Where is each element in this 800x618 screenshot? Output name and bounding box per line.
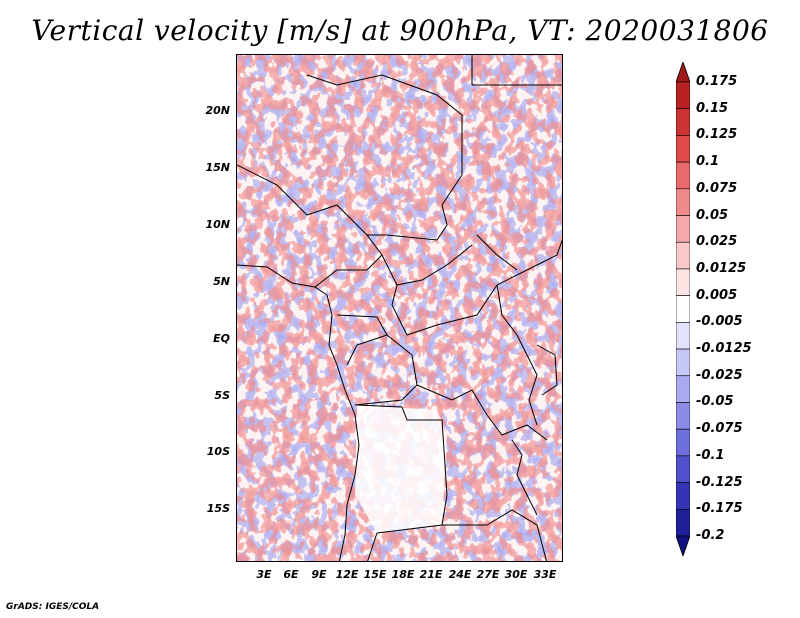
lon-label-3e: 3E: [256, 568, 272, 581]
colorbar-segment: [676, 215, 690, 243]
colorbar-segment: [676, 375, 690, 403]
colorbar-segment: [676, 508, 690, 537]
colorbar-label: 0.05: [696, 207, 729, 223]
colorbar-label: 0.125: [696, 127, 738, 143]
colorbar: [676, 62, 690, 556]
map-field-svg: [237, 55, 562, 561]
lon-label-18e: 18E: [391, 568, 415, 581]
colorbar-segment: [676, 402, 690, 430]
lat-label-15n: 15N: [205, 161, 230, 174]
colorbar-label: -0.1: [696, 447, 725, 463]
colorbar-label: 0.15: [696, 100, 729, 116]
colorbar-label: 0.0125: [696, 260, 747, 276]
colorbar-label: -0.0125: [696, 341, 752, 357]
lon-label-33e: 33E: [533, 568, 557, 581]
colorbar-segment: [676, 81, 690, 110]
colorbar-label: 0.005: [696, 287, 738, 303]
lat-label-5s: 5S: [214, 389, 230, 402]
colorbar-label: 0.175: [696, 74, 738, 89]
colorbar-segment: [676, 428, 690, 457]
lon-label-27e: 27E: [476, 568, 500, 581]
lon-label-9e: 9E: [311, 568, 327, 581]
lon-label-15e: 15E: [363, 568, 387, 581]
colorbar-segment: [676, 268, 690, 296]
colorbar-segment: [676, 348, 690, 377]
colorbar-label: -0.025: [696, 367, 743, 383]
colorbar-segment: [676, 295, 690, 323]
colorbar-segment: [676, 322, 690, 350]
colorbar-label: -0.075: [696, 421, 743, 437]
colorbar-label: -0.005: [696, 314, 743, 330]
lat-label-10n: 10N: [205, 218, 230, 231]
colorbar-label: 0.025: [696, 234, 738, 250]
colorbar-segment: [676, 108, 690, 136]
colorbar-segment: [676, 241, 690, 270]
vertical-velocity-map: [236, 54, 563, 562]
lon-label-21e: 21E: [419, 568, 443, 581]
colorbar-bottom-arrow: [676, 535, 690, 556]
lat-label-20n: 20N: [205, 104, 230, 117]
colorbar-label: -0.125: [696, 474, 743, 490]
chart-title: Vertical velocity [m/s] at 900hPa, VT: 2…: [31, 14, 769, 47]
colorbar-segment: [676, 188, 690, 216]
colorbar-label: -0.05: [696, 394, 734, 410]
lat-label-10s: 10S: [206, 445, 230, 458]
colorbar-label: -0.2: [696, 528, 725, 543]
colorbar-segment: [676, 135, 690, 163]
lon-label-12e: 12E: [335, 568, 359, 581]
lat-label-15s: 15S: [206, 502, 230, 515]
lon-label-24e: 24E: [448, 568, 472, 581]
colorbar-segment: [676, 482, 690, 510]
lat-label-eq: EQ: [213, 332, 230, 345]
colorbar-label: -0.175: [696, 501, 743, 517]
colorbar-segment: [676, 455, 690, 483]
colorbar-label: 0.1: [696, 154, 720, 170]
lon-label-6e: 6E: [283, 568, 299, 581]
colorbar-segment: [676, 161, 690, 190]
colorbar-label: 0.075: [696, 180, 738, 196]
lon-label-30e: 30E: [504, 568, 528, 581]
lat-label-5n: 5N: [213, 275, 230, 288]
grads-credit: GrADS: IGES/COLA: [6, 602, 100, 612]
colorbar-top-arrow: [676, 62, 690, 83]
